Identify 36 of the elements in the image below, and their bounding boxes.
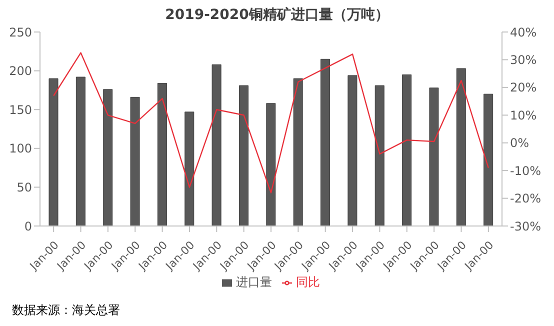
y2-tick-label: 20% <box>510 80 537 95</box>
line-series <box>52 52 490 194</box>
bar <box>48 78 58 226</box>
bar <box>429 88 439 226</box>
source-note: 数据来源：海关总署 <box>12 302 120 319</box>
bar <box>184 112 194 226</box>
bar <box>456 68 466 226</box>
bar <box>374 85 384 226</box>
y2-tick-label: 0% <box>510 136 530 150</box>
bar <box>320 58 330 226</box>
bar <box>157 82 167 226</box>
bar <box>130 96 140 226</box>
bar <box>348 75 358 226</box>
y2-tick-label: 40% <box>510 25 537 40</box>
chart-title: 2019-2020铜精矿进口量（万吨） <box>164 6 390 24</box>
bar <box>238 85 248 226</box>
y-tick-label: 250 <box>9 25 32 40</box>
y2-tick-label: 10% <box>510 108 537 122</box>
bar <box>484 94 494 226</box>
y-tick-label: 50 <box>16 180 32 194</box>
y2-tick-label: -10% <box>510 164 542 178</box>
y-tick-label: 100 <box>9 142 32 156</box>
y-tick-label: 0 <box>24 219 32 234</box>
bar <box>293 78 303 226</box>
y2-tick-label: -20% <box>510 192 542 206</box>
bar <box>103 89 113 226</box>
y-tick-label: 150 <box>9 102 32 117</box>
bar <box>402 74 412 226</box>
y2-tick-label: -30% <box>510 219 542 234</box>
legend-label: 同比 <box>296 275 320 289</box>
bar <box>266 103 276 226</box>
y-tick-label: 200 <box>9 64 32 78</box>
legend-label: 进口量 <box>236 275 272 289</box>
bar <box>212 64 222 226</box>
y2-tick-label: 30% <box>510 52 537 67</box>
bar <box>76 76 86 226</box>
